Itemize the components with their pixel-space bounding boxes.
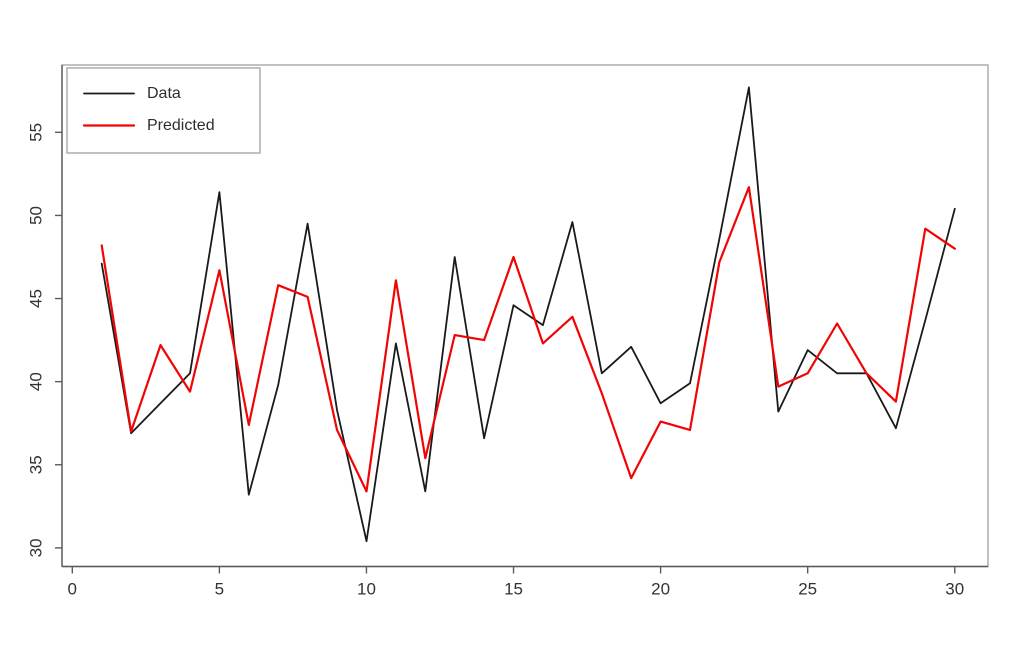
y-tick-label: 55	[27, 123, 46, 142]
x-tick-label: 20	[651, 580, 670, 599]
x-tick-label: 0	[68, 580, 77, 599]
x-tick-label: 30	[945, 580, 964, 599]
legend-box	[66, 67, 261, 154]
predicted-series-line	[100, 186, 956, 493]
x-tick-label: 5	[215, 580, 224, 599]
legend-label-predicted: Predicted	[147, 117, 215, 134]
x-tick-label: 15	[504, 580, 523, 599]
x-tick-label: 25	[798, 580, 817, 599]
data-series-line	[100, 86, 956, 543]
y-tick-label: 35	[27, 455, 46, 474]
y-tick-label: 45	[27, 289, 46, 308]
y-tick-label: 30	[27, 538, 46, 557]
y-tick-label: 40	[27, 372, 46, 391]
x-tick-label: 10	[357, 580, 376, 599]
legend-label-data: Data	[147, 85, 181, 102]
y-tick-label: 50	[27, 206, 46, 225]
